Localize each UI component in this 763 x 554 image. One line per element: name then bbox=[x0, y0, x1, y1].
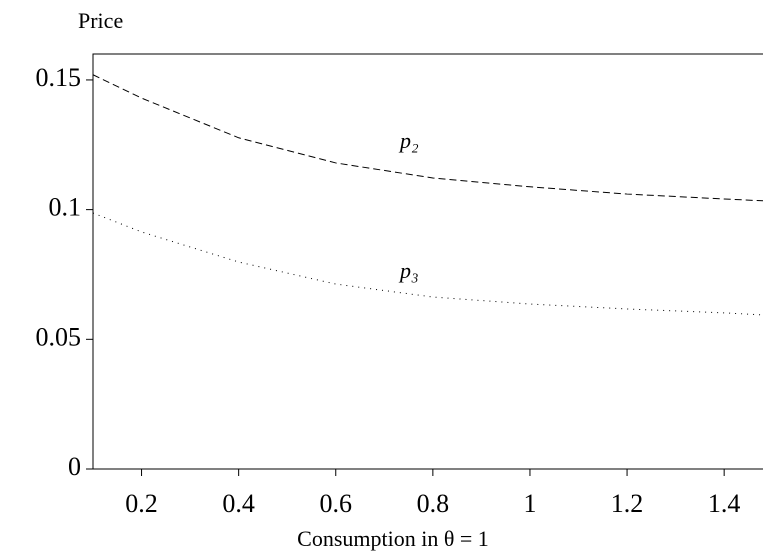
y-tick-label: 0 bbox=[68, 452, 81, 481]
x-tick-label: 0.6 bbox=[320, 489, 353, 518]
y-axis-label: Price bbox=[78, 8, 123, 33]
y-tick-label: 0.1 bbox=[49, 193, 82, 222]
series-line bbox=[92, 212, 763, 316]
x-tick-label: 0.2 bbox=[125, 489, 158, 518]
x-tick-label: 1.2 bbox=[611, 489, 644, 518]
series-line bbox=[92, 74, 763, 202]
series-label: p₂ bbox=[398, 128, 419, 153]
x-tick-label: 0.8 bbox=[417, 489, 450, 518]
series-label: p₃ bbox=[398, 258, 419, 283]
x-axis-label: Consumption in θ = 1 bbox=[297, 526, 489, 551]
x-tick-label: 1.4 bbox=[708, 489, 741, 518]
x-tick-label: 1 bbox=[523, 489, 536, 518]
y-tick-label: 0.05 bbox=[36, 322, 82, 351]
plot-frame bbox=[92, 53, 763, 470]
x-tick-label: 0.4 bbox=[222, 489, 255, 518]
y-tick-label: 0.15 bbox=[36, 63, 82, 92]
